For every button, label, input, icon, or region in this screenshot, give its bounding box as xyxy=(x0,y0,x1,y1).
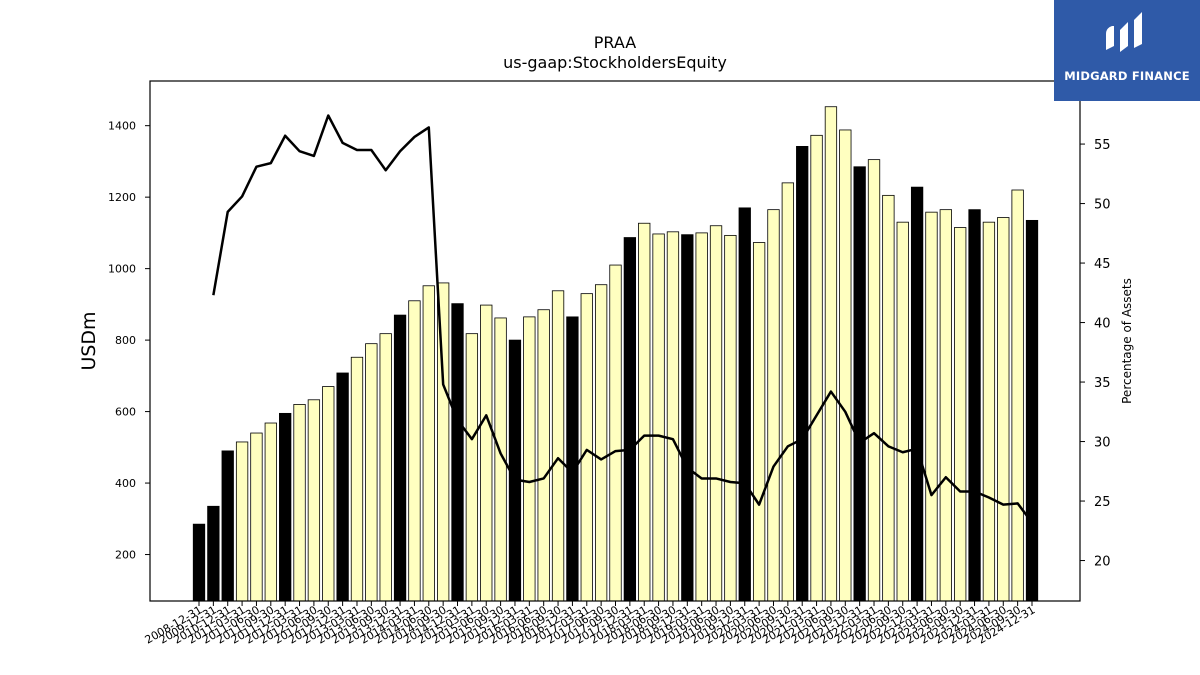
bar-2023-12-31 xyxy=(968,209,981,602)
bar-2022-12-31 xyxy=(910,186,924,602)
chart-title: PRAA xyxy=(594,33,637,52)
bar-2023-03-31 xyxy=(925,211,938,602)
bar-2012-06-30 xyxy=(307,399,321,602)
bar-2009-12-31 xyxy=(207,505,220,602)
y2-tick-label: 35 xyxy=(1094,376,1111,391)
y2-axis-label: Percentage of Assets xyxy=(1120,278,1134,404)
bar-2011-09-30 xyxy=(264,422,277,602)
y2-tick-label: 20 xyxy=(1094,555,1111,570)
bar-2018-12-31 xyxy=(681,234,694,602)
bar-2019-03-31 xyxy=(695,232,708,602)
bar-2022-03-31 xyxy=(867,159,881,602)
bar-2018-03-31 xyxy=(638,222,651,602)
bar-2018-09-30 xyxy=(666,231,680,602)
bar-2021-09-30 xyxy=(839,129,852,602)
bar-2024-06-30 xyxy=(997,217,1010,602)
bar-2020-09-30 xyxy=(781,182,794,602)
bar-2021-03-31 xyxy=(810,134,823,602)
bar-2011-12-31 xyxy=(279,412,292,602)
y-tick-label: 1400 xyxy=(108,120,136,133)
bar-2015-03-31 xyxy=(465,333,479,602)
bar-2008-12-31 xyxy=(192,523,206,602)
bar-2015-06-30 xyxy=(480,304,493,602)
bar-2019-12-31 xyxy=(738,207,751,602)
bar-2014-06-30 xyxy=(422,285,435,602)
y-tick-label: 1000 xyxy=(108,263,136,276)
bar-2017-03-31 xyxy=(580,293,593,602)
bar-2019-09-30 xyxy=(724,234,737,602)
percentage-line xyxy=(212,114,1033,524)
y2-tick-label: 25 xyxy=(1094,495,1111,510)
bar-2011-06-30 xyxy=(250,432,263,602)
y2-tick-label: 55 xyxy=(1094,138,1111,153)
bar-2017-12-31 xyxy=(623,237,637,602)
bar-2021-06-30 xyxy=(824,106,838,602)
logo-mark-icon xyxy=(1106,12,1142,52)
y-tick-label: 600 xyxy=(115,406,136,419)
bar-2014-12-31 xyxy=(451,303,464,602)
bar-2016-09-30 xyxy=(551,290,565,602)
y2-tick-label: 50 xyxy=(1094,198,1111,213)
bar-2016-03-31 xyxy=(523,316,536,602)
bar-2023-06-30 xyxy=(939,209,952,602)
bar-2022-09-30 xyxy=(896,221,909,602)
logo-text: MIDGARD FINANCE xyxy=(1064,69,1190,83)
bar-2013-06-30 xyxy=(365,343,378,602)
x-axis: 2008-12-312009-12-312010-12-312011-03-31… xyxy=(143,601,1038,647)
line-series xyxy=(212,114,1033,524)
y2-tick-label: 45 xyxy=(1094,257,1111,272)
bar-2017-09-30 xyxy=(609,264,622,602)
brand-logo: MIDGARD FINANCE xyxy=(1054,0,1200,101)
right-axis: 20 25 30 35 40 45 50 55 xyxy=(1080,138,1111,570)
bar-2019-06-30 xyxy=(709,225,723,602)
y-tick-label: 1200 xyxy=(108,191,136,204)
bar-2024-12-31 xyxy=(1025,219,1039,602)
y-tick-label: 400 xyxy=(115,477,136,490)
bar-2012-03-31 xyxy=(293,404,306,602)
bar-2010-12-31 xyxy=(221,450,234,602)
bar-2024-03-31 xyxy=(982,221,996,602)
bar-2016-12-31 xyxy=(566,316,579,602)
y-tick-label: 200 xyxy=(115,549,136,562)
bar-2020-12-31 xyxy=(796,145,809,602)
bar-2016-06-30 xyxy=(537,309,550,602)
bar-2023-09-30 xyxy=(954,227,967,602)
y2-tick-label: 40 xyxy=(1094,317,1111,332)
chart-subtitle: us-gaap:StockholdersEquity xyxy=(503,53,727,72)
bar-2022-06-30 xyxy=(882,194,895,602)
bar-2014-03-31 xyxy=(408,300,421,602)
bar-2013-12-31 xyxy=(393,314,407,602)
bar-2024-09-30 xyxy=(1011,189,1024,602)
y2-tick-label: 30 xyxy=(1094,436,1111,451)
bar-2021-12-31 xyxy=(853,166,866,602)
bar-2012-09-30 xyxy=(322,386,335,602)
bar-2013-09-30 xyxy=(379,333,392,602)
bar-2017-06-30 xyxy=(594,284,608,602)
bar-series xyxy=(192,106,1039,602)
y-axis-label: USDm xyxy=(78,311,100,370)
bar-2020-06-30 xyxy=(767,209,780,602)
bar-2012-12-31 xyxy=(336,372,349,602)
bar-2011-03-31 xyxy=(235,441,249,602)
bar-2020-03-31 xyxy=(752,242,766,602)
bar-2018-06-30 xyxy=(652,233,665,602)
bar-2013-03-31 xyxy=(350,356,364,602)
left-axis: 200 400 600 800 1000 1200 1400 xyxy=(108,120,150,562)
y-tick-label: 800 xyxy=(115,334,136,347)
